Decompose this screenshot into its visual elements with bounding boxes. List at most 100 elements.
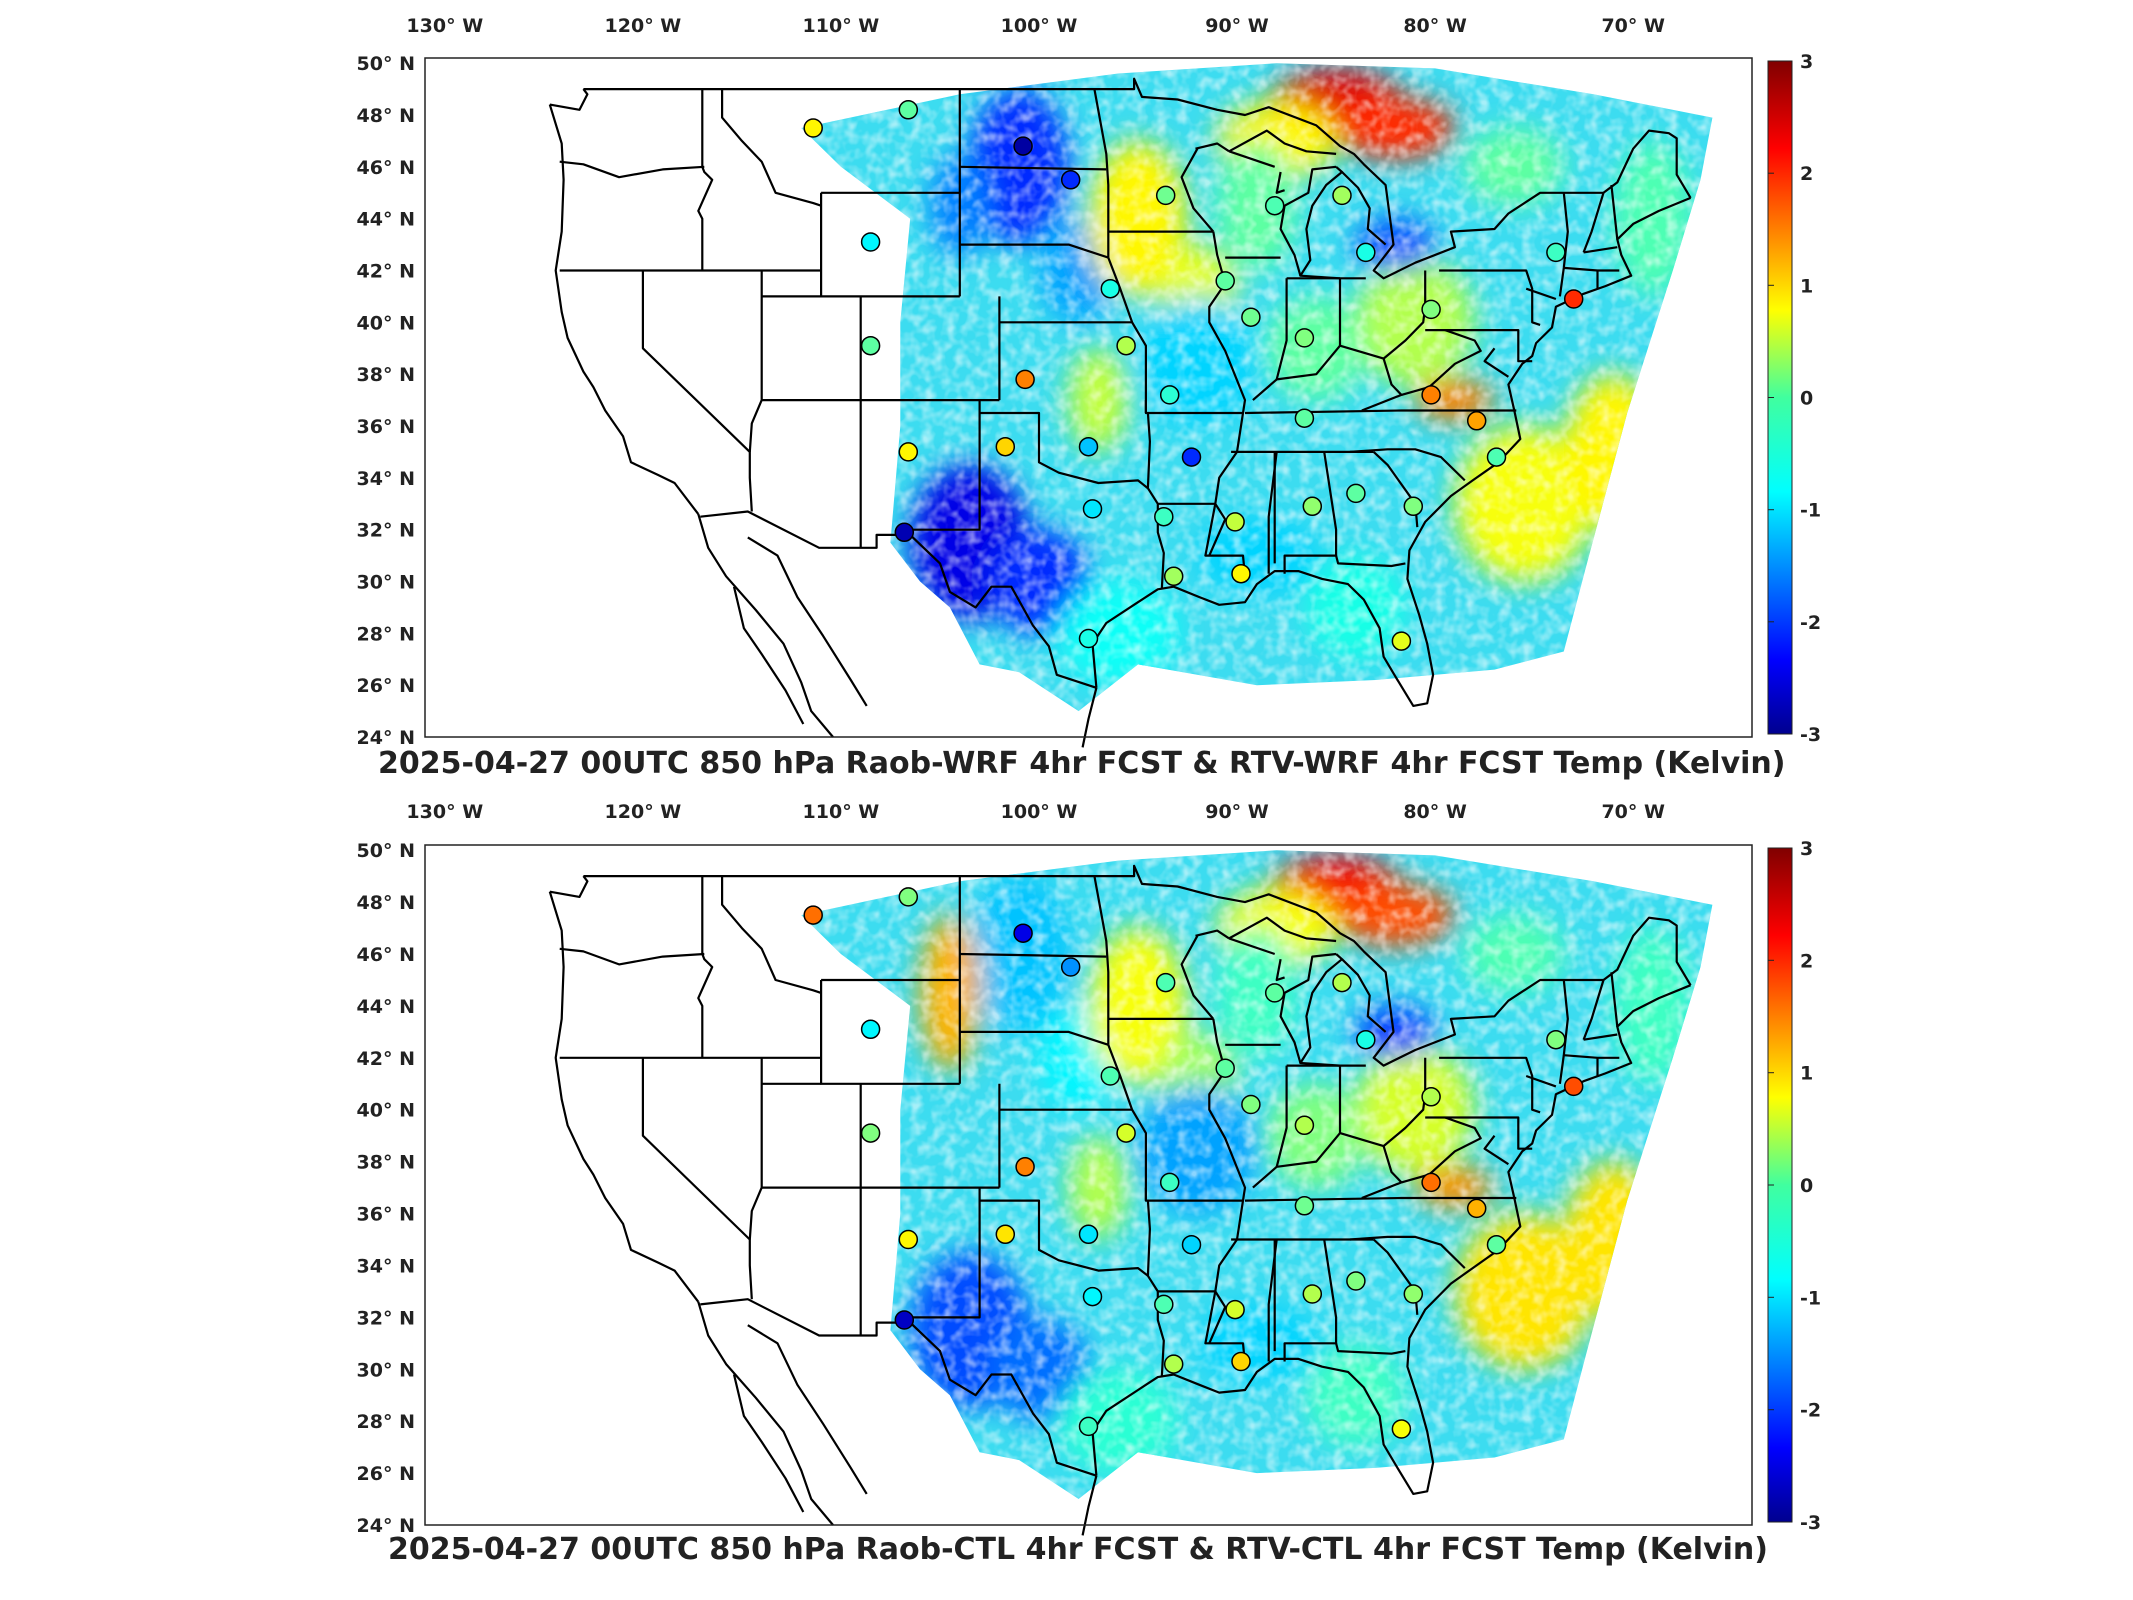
station-marker (1163, 1354, 1184, 1374)
lat-tick-label: 50° N (357, 53, 415, 75)
state-border (1299, 165, 1344, 280)
station-marker (995, 436, 1016, 457)
colorbar-tick-label: -1 (1800, 1287, 1821, 1309)
station-marker (860, 335, 881, 356)
data-gaps (801, 850, 1713, 1499)
station-marker (1078, 436, 1099, 457)
station-marker (1231, 1351, 1251, 1372)
station-marker (1546, 242, 1566, 263)
station-marker (1060, 170, 1081, 190)
station-marker (1078, 628, 1099, 649)
station-marker (995, 1224, 1016, 1245)
lon-tick-label: 90° W (1205, 15, 1269, 37)
station-marker (1486, 447, 1507, 467)
station-marker (894, 1310, 915, 1330)
state-border (549, 875, 589, 899)
state-border (748, 270, 763, 452)
lat-tick-label: 40° N (357, 312, 415, 334)
station-marker (1082, 499, 1103, 519)
lon-tick-label: 80° W (1403, 15, 1467, 37)
baja-inner-coast (732, 1374, 805, 1513)
mexico-border (700, 510, 1097, 689)
state-border (908, 400, 981, 531)
state-border (1107, 257, 1148, 413)
station-marker (1466, 411, 1487, 431)
state-border (1335, 555, 1406, 568)
lat-tick-label: 32° N (357, 1307, 415, 1329)
bottom-panel-title: 2025-04-27 00UTC 850 hPa Raob-CTL 4hr FC… (387, 1532, 1768, 1567)
station-marker (898, 100, 919, 120)
station-marker (1332, 185, 1352, 206)
temperature-field (801, 63, 1713, 712)
state-border (1525, 1074, 1557, 1088)
longitude-labels: 130° W 120° W 110° W 100° W 90° W 80° W 70° W (406, 801, 1665, 823)
colorbar-tick-label: -1 (1800, 500, 1821, 522)
state-border (908, 1187, 981, 1319)
station-marker (1403, 1284, 1424, 1304)
colorbar-tick-label: -2 (1800, 612, 1821, 634)
lat-tick-label: 34° N (357, 1256, 415, 1278)
station-marker (1563, 1076, 1584, 1097)
state-border (1382, 1057, 1427, 1147)
mexico-border (700, 1298, 1097, 1477)
station-marker (1100, 278, 1121, 299)
lat-tick-label: 38° N (357, 364, 415, 386)
bottom-map-panel: 130° W 120° W 110° W 100° W 90° W 80° W 70° W 5… (357, 801, 1822, 1537)
state-border (1610, 972, 1619, 1027)
state-border (1275, 1065, 1288, 1168)
lon-tick-label: 100° W (1001, 15, 1078, 37)
state-border (959, 952, 1107, 958)
state-border (1341, 171, 1387, 246)
lat-tick-label: 28° N (357, 1411, 415, 1433)
station-marker (1332, 972, 1352, 993)
lat-tick-label: 24° N (357, 727, 415, 749)
state-border (1583, 246, 1618, 254)
state-border (1144, 400, 1243, 415)
lat-tick-label: 30° N (357, 572, 415, 594)
station-marker (1421, 385, 1441, 405)
state-border (1275, 958, 1285, 982)
state-border (1525, 287, 1557, 301)
lat-tick-label: 40° N (357, 1100, 415, 1122)
station-marker (1346, 1271, 1366, 1291)
station-marker (1466, 1198, 1487, 1219)
lon-tick-label: 130° W (406, 801, 483, 823)
lat-tick-label: 26° N (357, 1463, 415, 1485)
state-border (979, 1199, 1149, 1277)
state-border (1252, 1131, 1403, 1200)
state-border (1228, 937, 1276, 956)
station-marker (1100, 1066, 1121, 1086)
lat-tick-label: 24° N (357, 1515, 415, 1537)
station-marker (1294, 1115, 1315, 1136)
station-marker (1241, 307, 1261, 327)
station-marker (1215, 1058, 1235, 1078)
station-marker (894, 522, 915, 543)
lat-tick-label: 36° N (357, 416, 415, 438)
station-marker (1294, 408, 1315, 428)
station-marker (1546, 1029, 1566, 1050)
west-coastline (548, 104, 700, 515)
longitude-labels: 130° W 120° W 110° W 100° W 90° W 80° W 70° W (406, 15, 1665, 37)
state-border (1382, 270, 1427, 360)
baja-coastline (697, 1301, 834, 1526)
colorbar-tick-label: 1 (1800, 275, 1813, 297)
lat-tick-label: 34° N (357, 468, 415, 490)
station-marker (898, 442, 919, 462)
state-border (1582, 979, 1605, 1041)
station-marker (1302, 496, 1323, 517)
station-marker (1403, 496, 1424, 517)
top-panel-title: 2025-04-27 00UTC 850 hPa Raob-WRF 4hr FC… (378, 746, 1786, 781)
state-border (1228, 150, 1276, 168)
station-marker (1421, 1172, 1441, 1193)
state-border (1582, 192, 1605, 253)
colorbar-tick-label: 3 (1800, 51, 1813, 73)
state-border (1093, 88, 1110, 258)
state-border (959, 165, 1107, 171)
state-border (1208, 1290, 1227, 1344)
state-border (549, 88, 589, 111)
station-marker (860, 232, 881, 252)
state-border (1208, 503, 1227, 557)
lon-tick-label: 80° W (1403, 801, 1467, 823)
lon-tick-label: 70° W (1601, 801, 1665, 823)
